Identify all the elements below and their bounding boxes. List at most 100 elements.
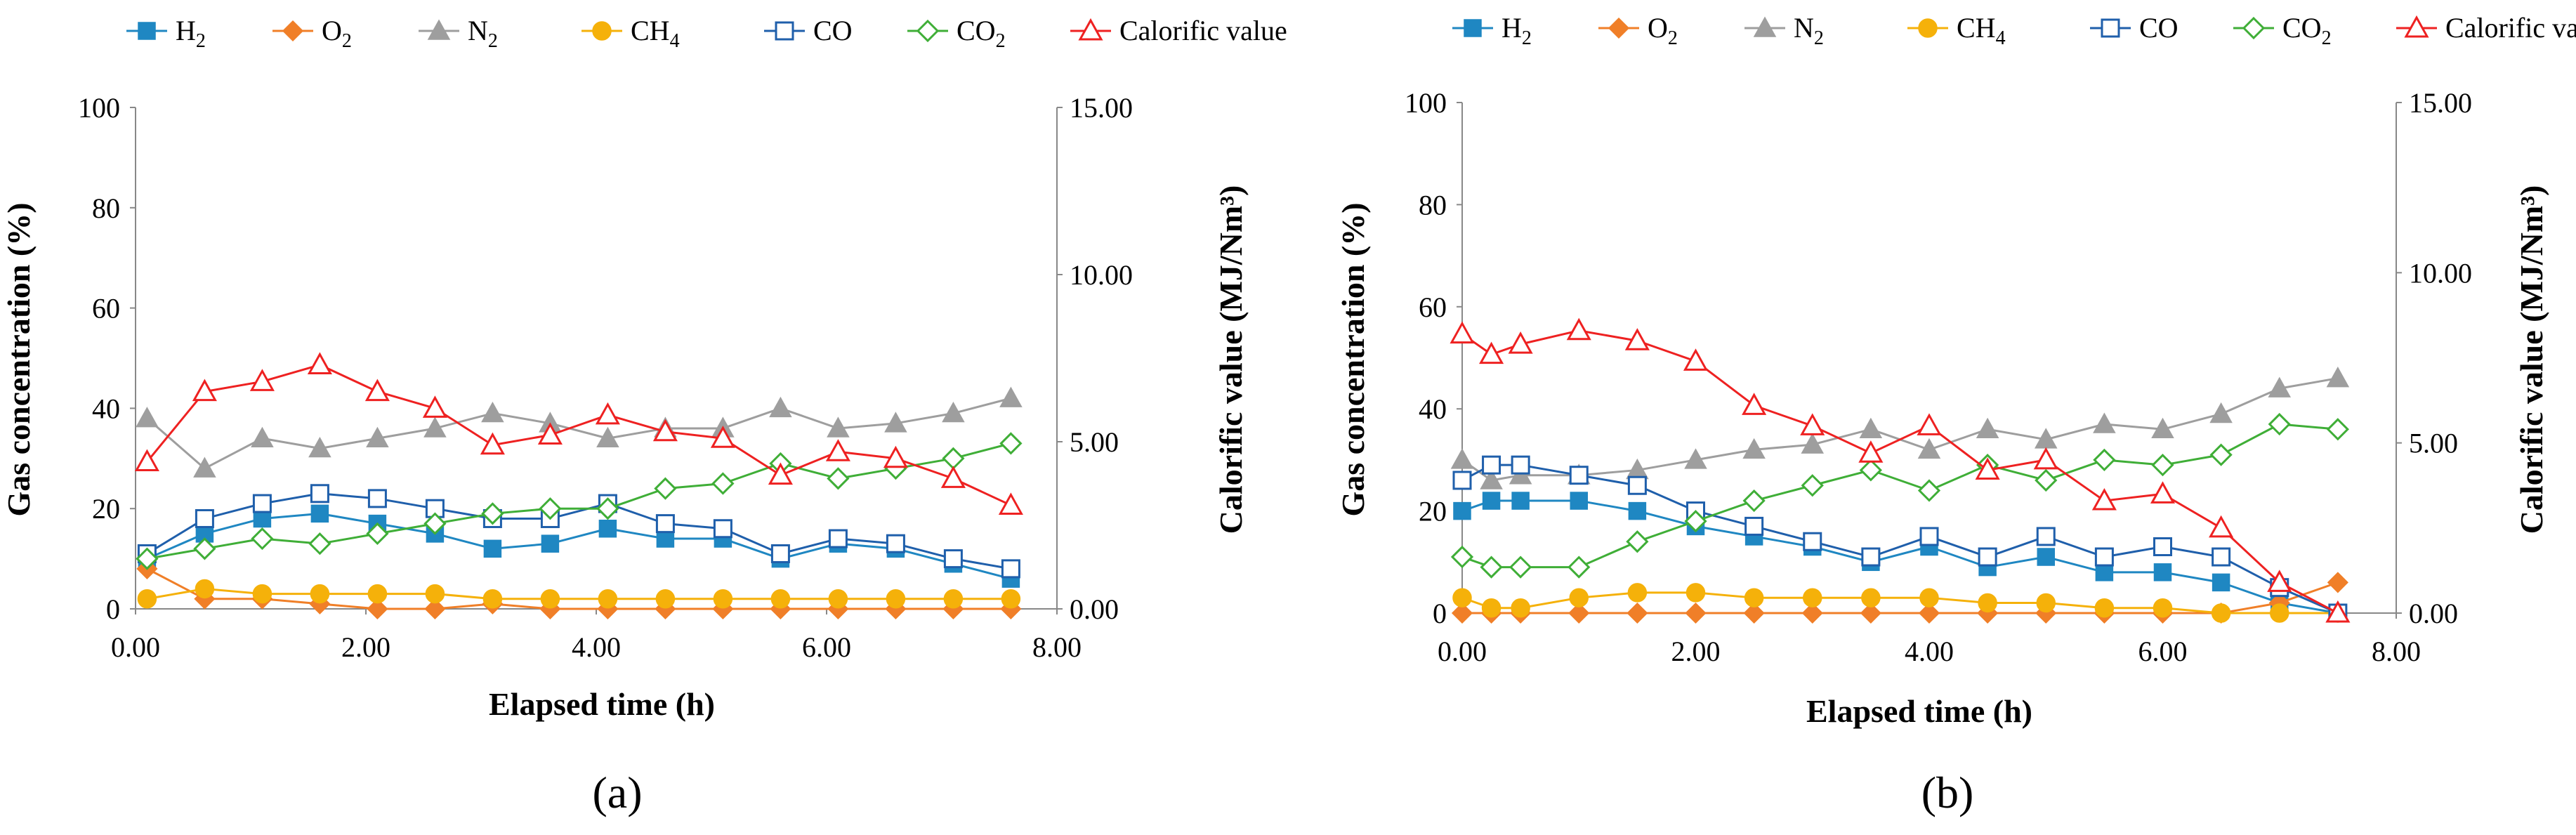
legend-marker-o2 [282,20,304,42]
data-point-n2 [136,407,159,428]
data-point-co2 [1568,555,1591,579]
series-line-co [1461,463,2339,614]
data-point-calorific-value [998,492,1023,515]
data-point-ch4 [137,589,157,609]
data-point-ch4 [598,589,618,609]
series-line-co2 [147,442,1011,560]
data-point-co2 [2035,468,2058,492]
data-point-calorific-value [480,432,505,455]
data-point-n2 [942,401,965,423]
data-point-o2 [1860,602,1881,624]
data-point-calorific-value [2209,515,2234,538]
data-point-n2 [999,386,1023,407]
y-tick-label-right: 5.00 [1070,426,1119,458]
data-point-ch4 [770,589,791,609]
x-tick-label: 6.00 [2138,636,2188,667]
legend-marker-ch4 [592,21,612,41]
panel-label-a: (a) [592,768,642,817]
data-point-calorific-value [1742,393,1767,415]
y-tick-label-left: 0 [106,593,120,625]
x-tick-label: 2.00 [1671,636,1721,667]
x-tick-label: 4.00 [572,631,621,663]
legend-item-o2-b: O2 [1598,12,1678,49]
data-point-h2 [541,534,560,553]
data-point-o2 [1743,602,1765,624]
legend-item-n2-b: N2 [1744,12,1824,49]
data-point-calorific-value [1508,331,1533,354]
data-point-co2 [999,432,1023,455]
panel-label-b: (b) [1921,768,1974,817]
x-tick-label: 6.00 [802,631,851,663]
data-point-n2 [251,426,274,447]
data-point-calorific-value [422,395,447,418]
legend-label-ch4: CH4 [631,15,680,52]
series-calorific-value [1450,317,2351,623]
legend-marker-co [775,21,794,41]
y-axis-title-left-panel-a: Gas concentration (%) [1,202,37,516]
legend-label-h2: H2 [1501,12,1532,49]
data-point-co2 [1684,510,1707,533]
data-point-co2 [1742,489,1766,513]
data-point-co2 [136,547,159,570]
legend-label-co2: CO2 [2282,12,2332,49]
data-point-ch4 [655,589,676,609]
data-point-ch4 [1803,588,1822,607]
data-point-co2 [2093,448,2116,472]
y-tick-label-left: 20 [1419,496,1447,527]
data-point-n2 [2093,412,2116,433]
data-point-co2 [596,497,619,520]
legend-item-o2-a: O2 [272,15,352,52]
legend-marker-n2 [1753,16,1777,37]
data-point-o2 [2327,572,2348,593]
legend-marker-n2 [427,19,451,40]
data-point-co2 [2151,454,2174,477]
data-point-co2 [481,502,504,525]
data-point-n2 [1684,448,1707,469]
data-point-h2 [598,520,617,538]
y-tick-label-left: 60 [92,293,120,324]
x-tick-label: 4.00 [1905,636,1954,667]
data-point-n2 [1859,417,1883,439]
data-point-ch4 [310,584,330,604]
data-point-calorific-value [307,352,332,375]
x-tick-label: 8.00 [1032,631,1082,663]
data-point-co [1744,516,1764,536]
legend-panel-a: H2 O2 N2 CH4 CO CO2 Calorific value [126,15,1287,52]
data-point-n2 [1976,417,1999,439]
data-point-co [2036,527,2056,546]
data-point-h2 [1453,501,1471,520]
data-point-ch4 [828,589,848,609]
series-n2 [136,386,1023,478]
data-point-o2 [1627,602,1648,624]
y-tick-label-left: 80 [1419,189,1447,221]
data-point-ch4 [1452,588,1472,607]
data-point-h2 [2212,573,2230,592]
legend-item-ch4-a: CH4 [581,15,680,52]
y-tick-label-right: 0.00 [1070,593,1119,625]
data-point-ch4 [1861,588,1881,607]
data-point-n2 [481,401,504,423]
legend-item-co-b: CO [2090,12,2179,44]
data-point-h2 [2095,563,2114,581]
data-point-co2 [1859,459,1882,482]
series-line-n2 [146,397,1011,470]
data-point-co2 [1801,474,1824,497]
data-point-co2 [423,512,447,535]
y-tick-label-left: 80 [92,192,120,224]
data-point-ch4 [886,589,906,609]
data-point-calorific-value [2033,447,2058,470]
data-point-co [1803,532,1822,551]
data-point-calorific-value [2325,600,2351,623]
data-point-n2 [2209,402,2233,423]
data-point-ch4 [1627,583,1648,603]
legend-label-co2: CO2 [957,15,1006,52]
data-point-co [655,514,675,534]
data-point-calorific-value [2091,487,2117,511]
y-tick-label-left: 60 [1419,291,1447,323]
data-point-ch4 [367,584,388,604]
data-point-calorific-value [883,445,908,468]
data-point-co [770,544,790,563]
data-point-co [1569,466,1589,485]
data-point-ch4 [2094,598,2115,618]
